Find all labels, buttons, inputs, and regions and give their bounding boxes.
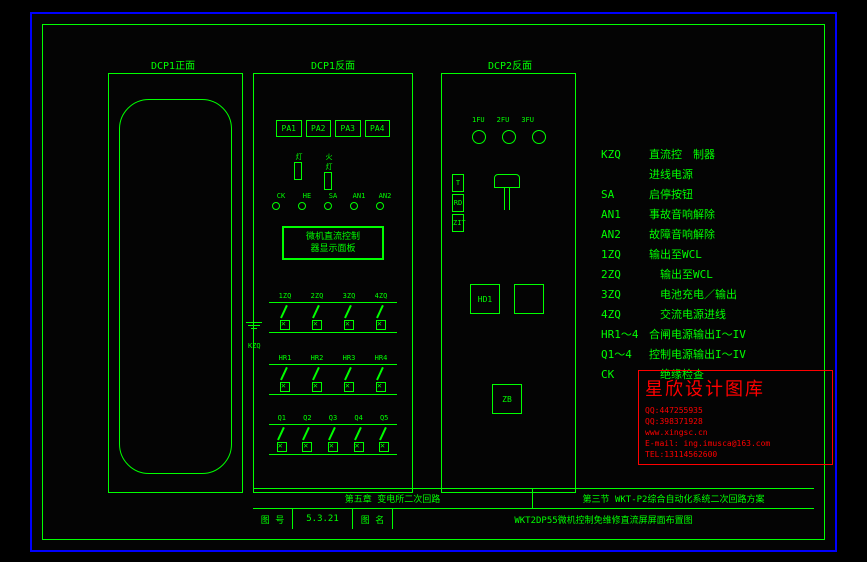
legend-val: 输出至WCL: [649, 248, 702, 261]
front-door-outline: [119, 99, 232, 474]
legend-val: 故障音响解除: [649, 228, 715, 241]
legend-key: KZQ: [601, 145, 649, 165]
legend-val: 电池充电／输出: [649, 288, 737, 301]
side-zit: ZIT: [452, 214, 464, 232]
cabinet-label-2: DCP1反面: [311, 57, 355, 72]
legend-val: 事故音响解除: [649, 208, 715, 221]
legend: KZQ直流控 制器 进线电源 SA启停按钮 AN1事故音响解除 AN2故障音响解…: [601, 145, 746, 385]
kzq-label: KZQ: [248, 342, 261, 350]
figno-label: 图 号: [253, 509, 293, 529]
figname-value: WKT2DP55微机控制免维修直流屏屏面布置图: [393, 509, 814, 529]
brk-lbl: Q4: [354, 414, 362, 422]
brk-lbl: Q2: [303, 414, 311, 422]
display-line2: 器显示面板: [287, 243, 379, 255]
watermark-qq1: QQ:447255935: [645, 405, 826, 416]
led-icon: [272, 202, 280, 210]
led-icon: [298, 202, 306, 210]
led-icon: [376, 202, 384, 210]
legend-val: 直流控 制器: [649, 148, 715, 161]
led-icon: [324, 202, 332, 210]
legend-val: 进线电源: [649, 168, 693, 181]
fuse-label: 1FU: [472, 116, 485, 124]
legend-val: 交流电源进线: [649, 308, 726, 321]
legend-key: 2ZQ: [601, 265, 649, 285]
legend-key: SA: [601, 185, 649, 205]
figno-value: 5.3.21: [293, 509, 353, 529]
switch-1: [294, 162, 302, 180]
controller-display: 微机直流控制 器显示面板: [282, 226, 384, 260]
brk-lbl: Q1: [278, 414, 286, 422]
led-lbl-ck: CK: [272, 192, 290, 200]
inner-frame: DCP1正面 DCP1反面 DCP2反面 PA1 PA2 PA3 PA4 灯 火…: [42, 24, 825, 540]
sw-label-2: 火灯: [324, 152, 334, 172]
meter-pa3: PA3: [335, 120, 361, 137]
meter-pa2: PA2: [306, 120, 332, 137]
box-zb: ZB: [492, 384, 522, 414]
legend-key: AN1: [601, 205, 649, 225]
led-lbl-an1: AN1: [350, 192, 368, 200]
switch-row: 灯 火灯: [294, 152, 334, 190]
led-lbl-sa: SA: [324, 192, 342, 200]
legend-val: 控制电源输出I～IV: [649, 348, 746, 361]
sw-label-1: 灯: [294, 152, 304, 162]
fuse-icon: [532, 130, 546, 144]
lamp-icon: [492, 174, 522, 214]
led-icon: [350, 202, 358, 210]
watermark-title: 星欣设计图库: [645, 375, 826, 401]
watermark-box: 星欣设计图库 QQ:447255935 QQ:398371928 www.xin…: [638, 370, 833, 465]
fuse-icon: [502, 130, 516, 144]
legend-val: 输出至WCL: [649, 268, 713, 281]
brk-lbl: Q3: [329, 414, 337, 422]
brk-lbl: HR3: [343, 354, 356, 362]
fuse-row: [472, 130, 546, 144]
chapter-cell: 第五章 变电所二次回路: [253, 489, 533, 508]
fuse-label: 3FU: [521, 116, 534, 124]
side-t: T: [452, 174, 464, 192]
panel-dcp1-rear: PA1 PA2 PA3 PA4 灯 火灯 CK HE SA AN1: [253, 73, 413, 493]
box-hd1: HD1: [470, 284, 500, 314]
brk-lbl: HR1: [279, 354, 292, 362]
watermark-qq2: QQ:398371928: [645, 416, 826, 427]
fuse-label: 2FU: [497, 116, 510, 124]
brk-lbl: HR4: [375, 354, 388, 362]
legend-key: AN2: [601, 225, 649, 245]
legend-key: HR1～4: [601, 325, 649, 345]
legend-key: 4ZQ: [601, 305, 649, 325]
ground-icon: [246, 322, 262, 331]
side-rd: RD: [452, 194, 464, 212]
led-lbl-he: HE: [298, 192, 316, 200]
legend-key: 3ZQ: [601, 285, 649, 305]
fuse-icon: [472, 130, 486, 144]
legend-val: 启停按钮: [649, 188, 693, 201]
legend-key: Q1～4: [601, 345, 649, 365]
outer-frame: DCP1正面 DCP1反面 DCP2反面 PA1 PA2 PA3 PA4 灯 火…: [30, 12, 837, 552]
switch-2: [324, 172, 332, 190]
box-blank: [514, 284, 544, 314]
title-block: 第五章 变电所二次回路 第三节 WKT-P2综合自动化系统二次回路方案 图 号 …: [253, 488, 814, 529]
brk-lbl: 3ZQ: [343, 292, 356, 300]
brk-lbl: HR2: [311, 354, 324, 362]
section-cell: 第三节 WKT-P2综合自动化系统二次回路方案: [533, 489, 814, 508]
panel-dcp2-rear: 1FU 2FU 3FU T RD ZIT HD1 ZB: [441, 73, 576, 493]
pa-meter-row: PA1 PA2 PA3 PA4: [276, 120, 390, 137]
display-line1: 微机直流控制: [287, 231, 379, 243]
watermark-url: www.xingsc.cn: [645, 427, 826, 438]
meter-pa4: PA4: [365, 120, 391, 137]
meter-pa1: PA1: [276, 120, 302, 137]
side-block: T RD ZIT: [452, 174, 464, 234]
cabinet-label-1: DCP1正面: [151, 57, 195, 72]
panel-dcp1-front: [108, 73, 243, 493]
indicator-row: CK HE SA AN1 AN2: [272, 192, 394, 210]
figname-label: 图 名: [353, 509, 393, 529]
cabinet-label-3: DCP2反面: [488, 57, 532, 72]
brk-lbl: 2ZQ: [311, 292, 324, 300]
brk-lbl: 4ZQ: [375, 292, 388, 300]
brk-lbl: Q5: [380, 414, 388, 422]
legend-key: 1ZQ: [601, 245, 649, 265]
legend-val: 合闸电源输出I～IV: [649, 328, 746, 341]
brk-lbl: 1ZQ: [279, 292, 292, 300]
led-lbl-an2: AN2: [376, 192, 394, 200]
watermark-contact: E-mail: ing.imusca@163.com TEL:131145626…: [645, 438, 826, 460]
